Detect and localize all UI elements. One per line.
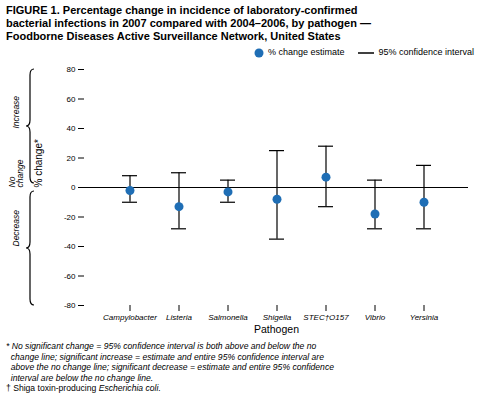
svg-text:40: 40 — [67, 124, 76, 133]
svg-text:Salmonella: Salmonella — [208, 313, 248, 322]
svg-text:Campylobacter: Campylobacter — [103, 313, 157, 322]
svg-text:-20: -20 — [64, 213, 76, 222]
html-text:* No significant change = 95%: * No significant change = 95% confidence… — [6, 341, 317, 351]
html-text:FIGURE 1. Percentage change in: FIGURE 1. Percentage change in incidence… — [6, 4, 358, 16]
html-text:† Shiga toxin-producing Escher: † Shiga toxin-producing Escherichia coli… — [6, 383, 161, 394]
svg-text:Shigella: Shigella — [263, 313, 292, 322]
svg-text:Decrease: Decrease — [11, 210, 21, 247]
html-text:% change estimate: % change estimate — [267, 47, 345, 57]
html-text:95% confidence interval: 95% confidence interval — [378, 47, 474, 57]
svg-text:Vibrio: Vibrio — [365, 313, 386, 322]
svg-text:% change*: % change* — [33, 139, 44, 187]
svg-text:Nochange: Nochange — [7, 159, 26, 187]
svg-text:80: 80 — [67, 65, 76, 74]
html-text:above the no change line; sign: above the no change line; significant de… — [6, 362, 334, 373]
svg-text:-80: -80 — [64, 301, 76, 310]
svg-text:0: 0 — [71, 183, 76, 192]
svg-text:60: 60 — [67, 95, 76, 104]
svg-text:-40: -40 — [64, 242, 76, 251]
html-text:bacterial infections in 2007 c: bacterial infections in 2007 compared wi… — [6, 17, 371, 29]
svg-text:Yersinia: Yersinia — [410, 313, 439, 322]
html-text:change line; significant incre: change line; significant increase = esti… — [6, 351, 324, 362]
svg-text:STEC†O157: STEC†O157 — [303, 313, 349, 322]
svg-text:-60: -60 — [64, 272, 76, 281]
svg-text:Increase: Increase — [11, 96, 21, 129]
html-text:Foodborne Diseases Active Surv: Foodborne Diseases Active Surveillance N… — [6, 30, 341, 42]
html-text:interval are below the no chan: interval are below the no change line. — [6, 372, 154, 383]
svg-text:20: 20 — [67, 154, 76, 163]
svg-text:Pathogen: Pathogen — [254, 323, 299, 335]
svg-text:Listeria: Listeria — [166, 313, 192, 322]
